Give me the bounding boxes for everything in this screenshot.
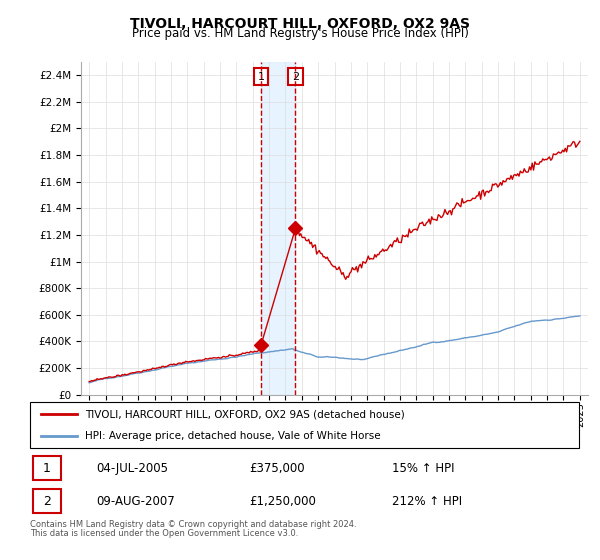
Text: HPI: Average price, detached house, Vale of White Horse: HPI: Average price, detached house, Vale… xyxy=(85,431,380,441)
Text: £1,250,000: £1,250,000 xyxy=(250,494,316,507)
Bar xyxy=(261,62,295,395)
Text: 1: 1 xyxy=(257,72,265,82)
Text: 2: 2 xyxy=(43,494,51,507)
Text: This data is licensed under the Open Government Licence v3.0.: This data is licensed under the Open Gov… xyxy=(30,529,298,538)
Text: Price paid vs. HM Land Registry's House Price Index (HPI): Price paid vs. HM Land Registry's House … xyxy=(131,27,469,40)
Text: 1: 1 xyxy=(43,461,51,475)
Text: 09-AUG-2007: 09-AUG-2007 xyxy=(96,494,175,507)
Text: Contains HM Land Registry data © Crown copyright and database right 2024.: Contains HM Land Registry data © Crown c… xyxy=(30,520,356,529)
FancyBboxPatch shape xyxy=(30,402,579,448)
FancyBboxPatch shape xyxy=(33,456,61,480)
Text: 04-JUL-2005: 04-JUL-2005 xyxy=(96,461,168,475)
Text: 15% ↑ HPI: 15% ↑ HPI xyxy=(392,461,455,475)
Text: £375,000: £375,000 xyxy=(250,461,305,475)
Text: 2: 2 xyxy=(292,72,299,82)
Text: TIVOLI, HARCOURT HILL, OXFORD, OX2 9AS: TIVOLI, HARCOURT HILL, OXFORD, OX2 9AS xyxy=(130,17,470,31)
Text: 212% ↑ HPI: 212% ↑ HPI xyxy=(392,494,463,507)
FancyBboxPatch shape xyxy=(33,489,61,514)
Text: TIVOLI, HARCOURT HILL, OXFORD, OX2 9AS (detached house): TIVOLI, HARCOURT HILL, OXFORD, OX2 9AS (… xyxy=(85,409,404,419)
